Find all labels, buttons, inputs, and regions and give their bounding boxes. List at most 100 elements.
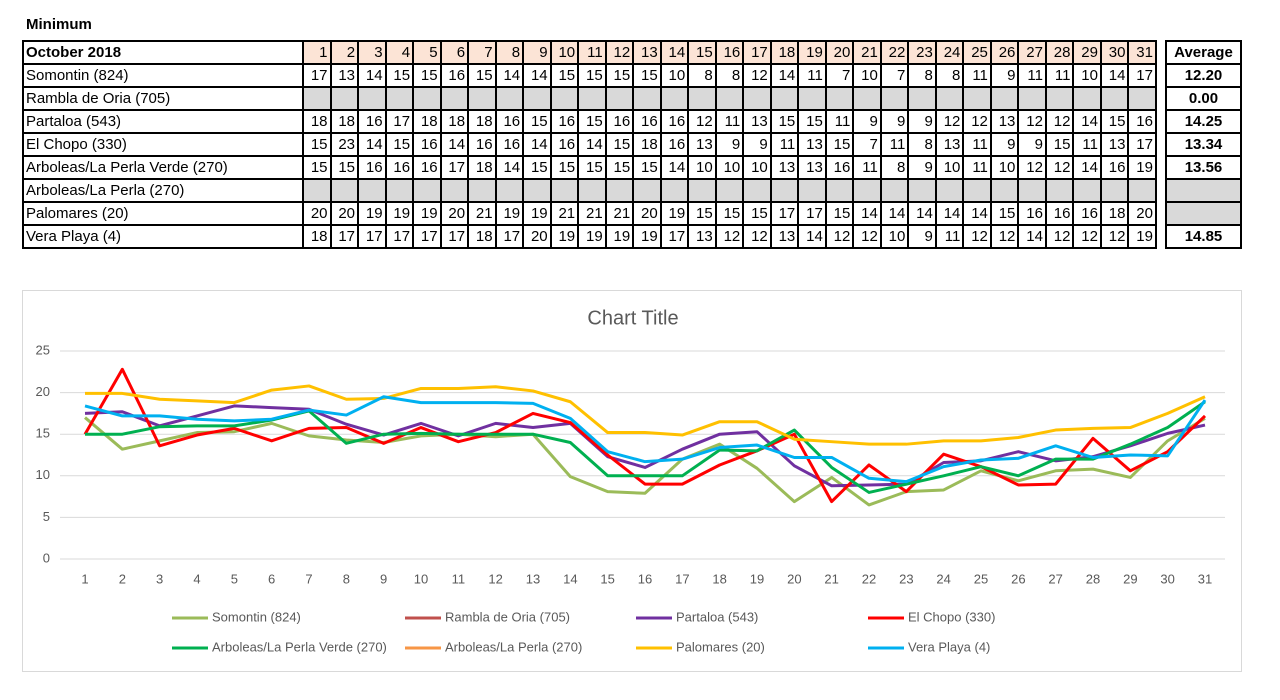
x-tick-label: 7 xyxy=(305,571,312,586)
day-header: 25 xyxy=(962,40,992,65)
cell: 12 xyxy=(962,224,992,249)
cell: 12 xyxy=(742,224,772,249)
cell: 16 xyxy=(439,63,470,88)
cell: 16 xyxy=(1017,201,1047,226)
cell: 18 xyxy=(412,109,442,134)
cell: 15 xyxy=(384,63,415,88)
cell: 14 xyxy=(852,201,882,226)
cell: 10 xyxy=(659,63,690,88)
cell: 10 xyxy=(714,155,745,180)
cell xyxy=(962,178,992,203)
y-tick-label: 10 xyxy=(36,467,50,482)
x-tick-label: 30 xyxy=(1160,571,1174,586)
cell xyxy=(494,86,525,111)
cell: 11 xyxy=(797,63,827,88)
day-header: 15 xyxy=(687,40,717,65)
average-cell: 13.34 xyxy=(1165,132,1242,157)
series-line xyxy=(83,367,1207,504)
cell: 16 xyxy=(632,109,662,134)
cell xyxy=(1099,178,1130,203)
cell: 8 xyxy=(714,63,745,88)
cell: 10 xyxy=(1072,63,1102,88)
cell xyxy=(1044,178,1075,203)
cell: 9 xyxy=(989,132,1020,157)
cell xyxy=(549,86,580,111)
cell: 14 xyxy=(769,63,800,88)
cell: 9 xyxy=(907,155,937,180)
cell: 20 xyxy=(302,201,332,226)
cell: 8 xyxy=(687,63,717,88)
cell: 18 xyxy=(467,224,497,249)
x-tick-label: 31 xyxy=(1198,571,1212,586)
cell: 15 xyxy=(467,63,497,88)
cell: 11 xyxy=(962,63,992,88)
day-header: 16 xyxy=(714,40,745,65)
cell: 8 xyxy=(879,155,910,180)
cell: 16 xyxy=(1044,201,1075,226)
cell: 14 xyxy=(522,63,552,88)
cell: 20 xyxy=(1127,201,1157,226)
cell xyxy=(934,86,965,111)
cell: 12 xyxy=(852,224,882,249)
cell: 12 xyxy=(962,109,992,134)
cell: 12 xyxy=(714,224,745,249)
day-header: 11 xyxy=(577,40,607,65)
x-tick-label: 5 xyxy=(231,571,238,586)
cell: 12 xyxy=(934,109,965,134)
cell: 14 xyxy=(934,201,965,226)
cell xyxy=(302,86,332,111)
legend-label: Arboleas/La Perla Verde (270) xyxy=(212,639,387,654)
cell: 14 xyxy=(1099,63,1130,88)
table-row: 14.85 xyxy=(1165,224,1242,249)
average-table: Average 12.20 0.00 14.25 13.34 13.56 14.85 xyxy=(1165,40,1242,249)
cell: 9 xyxy=(907,109,937,134)
cell xyxy=(467,86,497,111)
cell xyxy=(494,178,525,203)
cell: 10 xyxy=(934,155,965,180)
cell xyxy=(1072,86,1102,111)
legend-label: Arboleas/La Perla (270) xyxy=(445,639,582,654)
cell: 18 xyxy=(302,224,332,249)
cell xyxy=(604,178,635,203)
cell: 16 xyxy=(412,155,442,180)
table-row: Partaloa (543) 18 18 16 17 18 18 18 16 15 16 15 16 16… xyxy=(22,109,1157,134)
legend-label: Partaloa (543) xyxy=(676,609,758,624)
cell: 15 xyxy=(329,155,360,180)
average-header: Average xyxy=(1165,40,1242,65)
station-name: Palomares (20) xyxy=(22,201,304,226)
cell: 16 xyxy=(467,132,497,157)
cell: 9 xyxy=(907,224,937,249)
cell: 15 xyxy=(412,63,442,88)
cell: 17 xyxy=(659,224,690,249)
cell: 19 xyxy=(412,201,442,226)
cell: 12 xyxy=(1044,155,1075,180)
cell: 11 xyxy=(1072,132,1102,157)
cell: 9 xyxy=(1017,132,1047,157)
cell: 18 xyxy=(329,109,360,134)
cell: 19 xyxy=(1127,155,1157,180)
cell xyxy=(522,86,552,111)
table-row xyxy=(1165,178,1242,203)
cell: 16 xyxy=(357,109,387,134)
cell: 19 xyxy=(604,224,635,249)
cell: 13 xyxy=(742,109,772,134)
day-header: 21 xyxy=(852,40,882,65)
cell xyxy=(852,178,882,203)
day-header: 20 xyxy=(824,40,855,65)
cell: 17 xyxy=(439,155,470,180)
cell xyxy=(302,178,332,203)
cell: 15 xyxy=(989,201,1020,226)
cell: 18 xyxy=(467,109,497,134)
day-header: 7 xyxy=(467,40,497,65)
cell: 11 xyxy=(962,155,992,180)
cell xyxy=(687,86,717,111)
cell: 15 xyxy=(302,155,332,180)
cell xyxy=(329,86,360,111)
cell: 9 xyxy=(742,132,772,157)
cell: 17 xyxy=(412,224,442,249)
cell: 16 xyxy=(494,109,525,134)
x-tick-label: 22 xyxy=(862,571,876,586)
series-line xyxy=(84,416,1206,507)
day-header: 22 xyxy=(879,40,910,65)
cell: 17 xyxy=(439,224,470,249)
